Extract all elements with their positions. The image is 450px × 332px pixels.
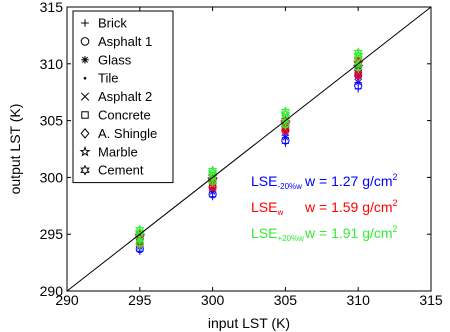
annotation-lse: LSE xyxy=(251,225,277,241)
legend-label: Marble xyxy=(98,144,138,159)
legend-marker-diamond xyxy=(80,128,90,139)
legend-marker-star5 xyxy=(79,145,91,157)
legend-label: Cement xyxy=(98,163,144,178)
y-axis-label: output LST (K) xyxy=(7,104,23,195)
y-tick-label: 315 xyxy=(40,0,64,15)
legend-marker-hexagram xyxy=(80,164,90,176)
annotation-text: w = 1.27 g/cm xyxy=(304,173,393,189)
identity-line xyxy=(66,6,432,292)
y-tick-label: 300 xyxy=(40,169,64,185)
annotation-lse: LSE xyxy=(251,199,277,215)
x-tick-label: 295 xyxy=(128,292,152,308)
legend-label: Tile xyxy=(98,71,118,86)
legend-label: A. Shingle xyxy=(98,126,157,141)
annotation-superscript: 2 xyxy=(393,198,398,208)
y-tick-label: 310 xyxy=(40,56,64,72)
data-point xyxy=(353,51,363,62)
legend-label: Brick xyxy=(98,16,127,31)
annotation-superscript: 2 xyxy=(393,224,398,234)
legend-label: Concrete xyxy=(98,108,151,123)
legend-marker-plus xyxy=(81,19,89,27)
annotation-0: LSE-20%w w = 1.27 g/cm2 xyxy=(251,172,398,191)
y-tick-label: 290 xyxy=(40,283,64,299)
annotation-subscript: -20%w xyxy=(277,182,302,191)
annotation-lse: LSE xyxy=(251,173,277,189)
annotation-superscript: 2 xyxy=(393,172,398,182)
x-axis-label: input LST (K) xyxy=(208,315,290,331)
legend-label: Asphalt 2 xyxy=(98,89,152,104)
y-tick-label: 295 xyxy=(40,226,64,242)
x-tick-label: 305 xyxy=(274,292,298,308)
legend-box xyxy=(72,10,174,184)
data-point xyxy=(281,134,289,142)
legend-label: Asphalt 1 xyxy=(98,34,152,49)
plot-frame xyxy=(66,6,432,292)
annotation-1: LSEw w = 1.59 g/cm2 xyxy=(251,198,398,217)
x-tick-label: 310 xyxy=(347,292,371,308)
data-point xyxy=(208,165,218,176)
annotation-subscript: w xyxy=(276,208,283,217)
legend-marker-circle xyxy=(80,37,90,46)
annotation-2: LSE+20%ww = 1.91 g/cm2 xyxy=(251,224,398,243)
annotation-text: w = 1.59 g/cm xyxy=(304,199,393,215)
legend-marker-dot xyxy=(83,76,87,80)
x-tick-label: 315 xyxy=(419,292,443,308)
annotation-subscript: +20%w xyxy=(277,234,304,243)
legend-marker-asterisk xyxy=(81,56,89,64)
x-tick-label: 290 xyxy=(55,292,79,308)
x-tick-label: 300 xyxy=(201,292,225,308)
data-point xyxy=(353,47,363,58)
legend-marker-square xyxy=(81,111,89,119)
legend-marker-cross xyxy=(80,92,90,101)
legend: Brick Asphalt 1 Glass Tile Asphalt 2 Concrete… xyxy=(72,10,174,184)
y-tick-label: 305 xyxy=(40,113,64,129)
data-point xyxy=(280,106,290,117)
annotation-text: w = 1.91 g/cm xyxy=(304,225,393,241)
axis-ticks: 290 295 300 305 310 315 290 295 300 305 310 315 xyxy=(40,0,443,308)
legend-label: Glass xyxy=(98,52,132,67)
